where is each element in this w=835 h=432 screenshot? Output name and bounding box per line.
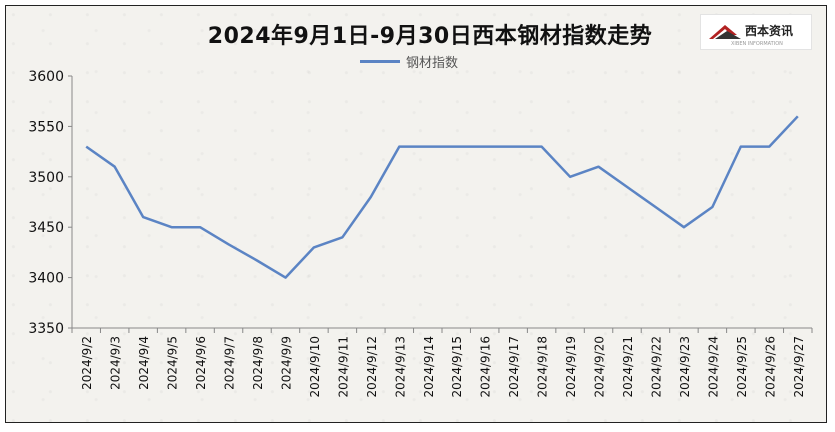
y-tick-label: 3600 <box>28 69 64 85</box>
x-tick-label: 2024/9/10 <box>308 336 322 398</box>
x-tick-label: 2024/9/25 <box>735 336 749 398</box>
x-tick-label: 2024/9/18 <box>536 336 550 398</box>
x-tick-label: 2024/9/13 <box>393 336 407 398</box>
x-tick-label: 2024/9/5 <box>166 336 180 390</box>
chart-legend: 钢材指数 <box>360 52 459 71</box>
svg-text:XIBEN INFORMATION: XIBEN INFORMATION <box>731 41 783 47</box>
legend-swatch <box>360 59 400 63</box>
x-tick-label: 2024/9/6 <box>194 336 208 390</box>
x-tick-label: 2024/9/7 <box>223 336 237 390</box>
x-tick-label: 2024/9/11 <box>336 336 350 398</box>
series-line <box>85 115 799 279</box>
y-tick-label: 3400 <box>28 271 64 287</box>
x-tick-label: 2024/9/21 <box>621 336 635 398</box>
x-tick-label: 2024/9/8 <box>251 336 265 390</box>
y-tick-label: 3550 <box>28 119 64 135</box>
brand-logo: 西本资讯 XIBEN INFORMATION <box>700 14 812 50</box>
logo-icon: 西本资讯 XIBEN INFORMATION <box>709 23 793 47</box>
x-tick-label: 2024/9/23 <box>678 336 692 398</box>
x-tick-label: 2024/9/22 <box>649 336 663 398</box>
x-tick-label: 2024/9/19 <box>564 336 578 398</box>
x-tick-label: 2024/9/17 <box>507 336 521 398</box>
x-tick-label: 2024/9/4 <box>137 336 151 390</box>
x-tick-label: 2024/9/15 <box>450 336 464 398</box>
x-tick-label: 2024/9/26 <box>763 336 777 398</box>
x-tick-label: 2024/9/12 <box>365 336 379 398</box>
chart-frame <box>5 5 827 423</box>
x-tick-label: 2024/9/2 <box>80 336 94 390</box>
x-tick-label: 2024/9/16 <box>479 336 493 398</box>
x-tick-label: 2024/9/20 <box>593 336 607 398</box>
x-tick-label: 2024/9/27 <box>792 336 806 398</box>
y-tick-label: 3350 <box>28 321 64 337</box>
x-tick-label: 2024/9/24 <box>706 336 720 398</box>
x-tick-label: 2024/9/14 <box>422 336 436 398</box>
y-tick-label: 3450 <box>28 220 64 236</box>
svg-text:西本资讯: 西本资讯 <box>745 23 793 38</box>
x-tick-label: 2024/9/3 <box>109 336 123 390</box>
y-tick-label: 3500 <box>28 170 64 186</box>
x-tick-label: 2024/9/9 <box>279 336 293 390</box>
legend-label: 钢材指数 <box>406 55 459 71</box>
chart-title: 2024年9月1日-9月30日西本钢材指数走势 <box>207 24 653 49</box>
